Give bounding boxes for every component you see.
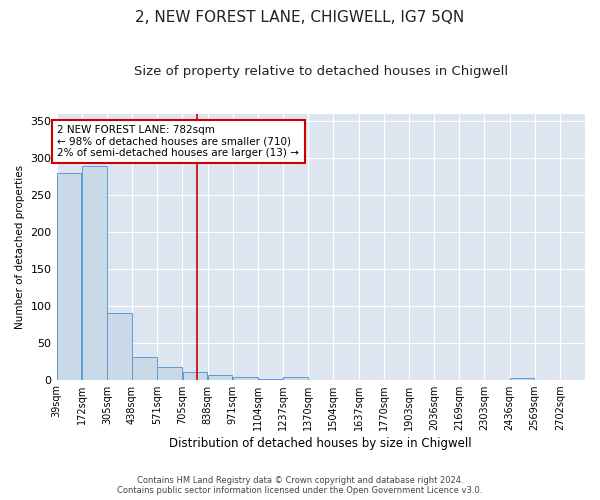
Text: 2, NEW FOREST LANE, CHIGWELL, IG7 5QN: 2, NEW FOREST LANE, CHIGWELL, IG7 5QN: [136, 10, 464, 25]
Bar: [107, 313, 132, 380]
Text: Contains HM Land Registry data © Crown copyright and database right 2024.
Contai: Contains HM Land Registry data © Crown c…: [118, 476, 482, 495]
Bar: [132, 358, 157, 380]
Bar: [57, 173, 82, 380]
Bar: [510, 378, 535, 380]
Bar: [157, 367, 182, 380]
Bar: [233, 378, 257, 380]
Bar: [283, 376, 308, 380]
Bar: [258, 379, 283, 380]
X-axis label: Distribution of detached houses by size in Chigwell: Distribution of detached houses by size …: [169, 437, 472, 450]
Text: 2 NEW FOREST LANE: 782sqm
← 98% of detached houses are smaller (710)
2% of semi-: 2 NEW FOREST LANE: 782sqm ← 98% of detac…: [58, 125, 299, 158]
Bar: [208, 375, 232, 380]
Bar: [82, 166, 107, 380]
Bar: [182, 372, 208, 380]
Y-axis label: Number of detached properties: Number of detached properties: [15, 164, 25, 329]
Title: Size of property relative to detached houses in Chigwell: Size of property relative to detached ho…: [134, 65, 508, 78]
